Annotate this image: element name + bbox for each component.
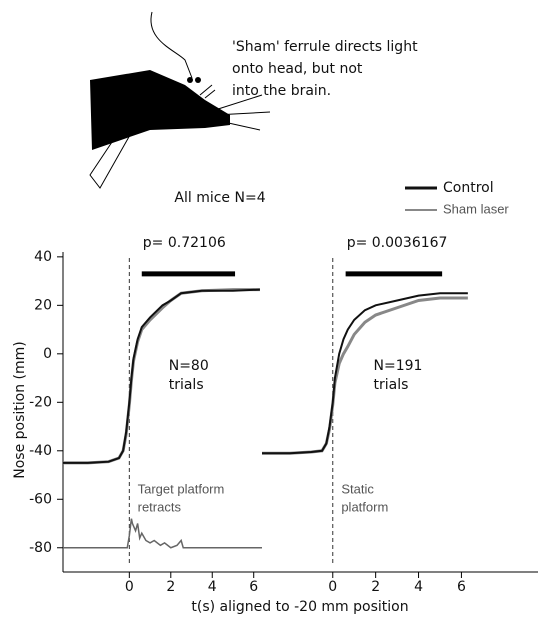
annotation: into the brain. bbox=[232, 83, 331, 99]
x-tick-label: 4 bbox=[208, 579, 217, 595]
p-value: p= 0.72106 bbox=[143, 235, 226, 251]
x-tick-label: 2 bbox=[371, 579, 380, 595]
x-tick-label: 2 bbox=[166, 579, 175, 595]
y-tick-label: -40 bbox=[29, 443, 52, 459]
x-tick-label: 0 bbox=[328, 579, 337, 595]
y-tick-label: 40 bbox=[34, 249, 52, 265]
event-label: retracts bbox=[138, 499, 182, 514]
series-line bbox=[63, 288, 260, 465]
event-trace bbox=[63, 518, 262, 549]
event-label: Target platform bbox=[138, 481, 225, 496]
y-tick-label: -60 bbox=[29, 491, 52, 507]
x-tick-label: 0 bbox=[125, 579, 134, 595]
event-label: Static bbox=[341, 481, 374, 496]
y-tick-label: -20 bbox=[29, 394, 52, 410]
series-line bbox=[63, 288, 260, 464]
x-axis-label: t(s) aligned to -20 mm position bbox=[191, 599, 408, 615]
series-line bbox=[262, 292, 468, 455]
legend-label: Sham laser bbox=[443, 201, 509, 216]
mouse-illustration bbox=[89, 11, 271, 189]
x-tick-label: 4 bbox=[414, 579, 423, 595]
y-axis-label: Nose position (mm) bbox=[12, 341, 28, 479]
n-label: trials bbox=[169, 377, 204, 393]
n-label: N=191 bbox=[374, 358, 423, 374]
series-line bbox=[262, 296, 468, 455]
x-tick-label: 6 bbox=[457, 579, 466, 595]
n-label: N=80 bbox=[169, 358, 209, 374]
event-label: platform bbox=[341, 499, 388, 514]
chart-title: All mice N=4 bbox=[174, 190, 265, 206]
y-tick-label: 0 bbox=[43, 346, 52, 362]
y-tick-label: -80 bbox=[29, 540, 52, 556]
y-tick-label: 20 bbox=[34, 297, 52, 313]
x-tick-label: 6 bbox=[249, 579, 258, 595]
annotation: 'Sham' ferrule directs light bbox=[232, 39, 418, 55]
annotation: onto head, but not bbox=[232, 61, 363, 77]
n-label: trials bbox=[374, 377, 409, 393]
p-value: p= 0.0036167 bbox=[347, 235, 448, 251]
legend-label: Control bbox=[443, 180, 494, 196]
